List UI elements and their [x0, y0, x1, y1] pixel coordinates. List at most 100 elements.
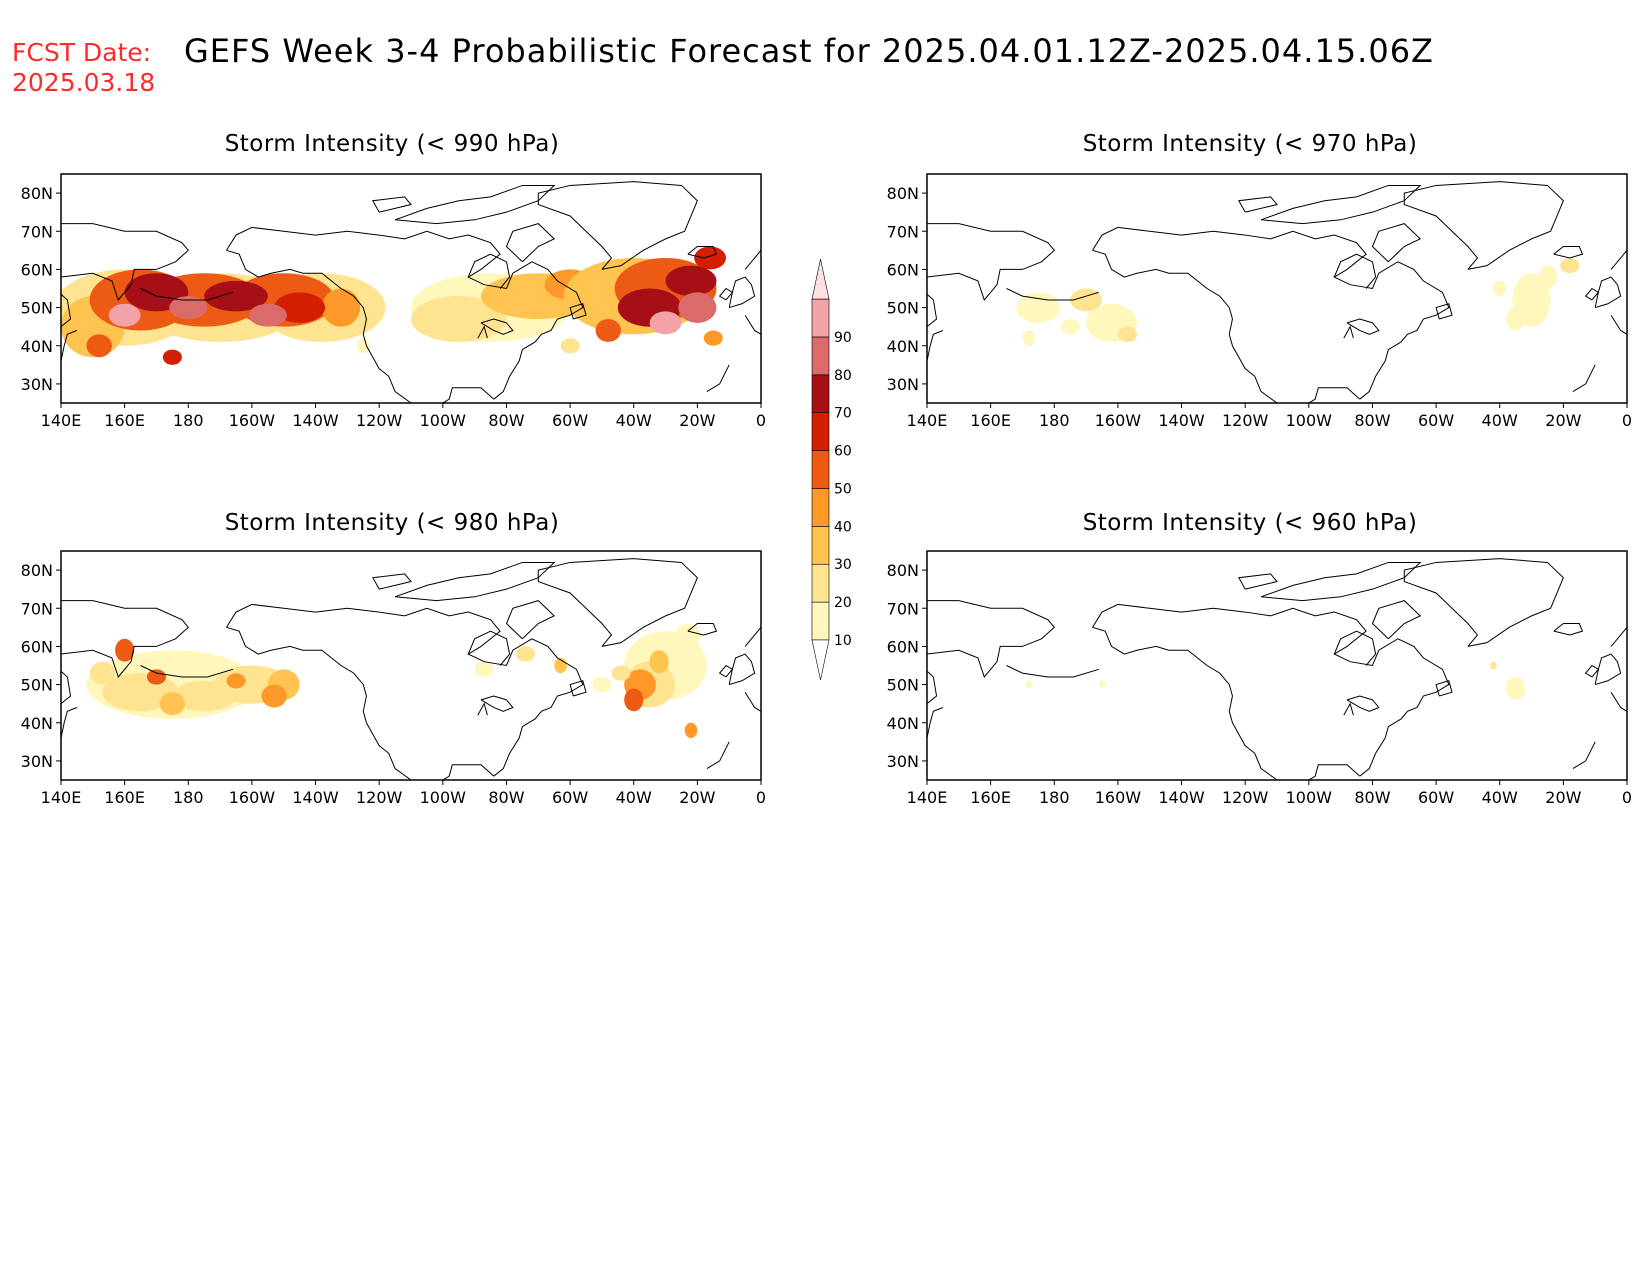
lat-label: 70N: [21, 599, 53, 618]
lat-label: 50N: [887, 676, 919, 695]
probability-cell: [204, 280, 268, 312]
probability-cell: [703, 330, 723, 346]
panel-title-980: Storm Intensity (< 980 hPa): [224, 510, 560, 536]
lon-label: 120W: [1222, 411, 1269, 430]
panel-990-frame: [60, 173, 762, 404]
probability-cell: [649, 650, 669, 674]
coastline: [477, 325, 488, 339]
coastline: [1610, 627, 1627, 647]
probability-cell: [1025, 680, 1033, 689]
colorbar-segment: [811, 412, 830, 451]
coastline: [61, 223, 189, 328]
probability-cell: [115, 638, 135, 662]
coastline: [61, 707, 78, 739]
coastline: [477, 702, 488, 716]
lon-label: 140W: [1158, 788, 1205, 807]
coastline: [927, 707, 944, 739]
lat-label: 70N: [887, 222, 919, 241]
lon-label: 160E: [970, 788, 1011, 807]
coastline: [140, 288, 233, 301]
colorbar-label: 10: [834, 633, 852, 649]
colorbar-segment: [811, 298, 830, 338]
panel-970-frame: [926, 173, 1628, 404]
coastline: [1092, 249, 1278, 403]
panel-970-probability-fill: [1016, 257, 1580, 346]
lon-label: 100W: [420, 411, 467, 430]
coastline: [537, 181, 698, 270]
colorbar-label: 20: [834, 595, 852, 611]
probability-cell: [560, 338, 580, 354]
probability-cell: [89, 661, 116, 685]
coastline: [744, 250, 761, 270]
colorbar-label: 40: [834, 519, 852, 535]
lon-label: 40W: [616, 788, 652, 807]
lon-label: 140W: [1158, 411, 1205, 430]
lat-label: 30N: [21, 375, 53, 394]
coastline: [1260, 184, 1422, 225]
probability-cell: [1016, 292, 1061, 323]
coastline: [1403, 558, 1564, 647]
coastline: [1307, 387, 1361, 403]
coastline: [537, 558, 698, 647]
coastline: [927, 223, 1055, 328]
coastline: [1092, 226, 1450, 400]
lon-label: 60W: [1418, 788, 1454, 807]
coastline: [394, 184, 556, 225]
panel-980-frame: [60, 550, 762, 781]
coastline: [226, 626, 412, 780]
lon-label: 0: [1622, 788, 1632, 807]
lon-label: 120W: [1222, 788, 1269, 807]
colorbar-label: 90: [834, 330, 852, 346]
probability-cell: [146, 669, 166, 685]
probability-cell: [1022, 330, 1036, 346]
lon-label: 60W: [1418, 411, 1454, 430]
lat-label: 60N: [21, 637, 53, 656]
probability-cell: [169, 296, 208, 320]
lat-label: 80N: [21, 561, 53, 580]
coastline: [1346, 318, 1380, 335]
lat-label: 60N: [887, 637, 919, 656]
coastline: [1553, 246, 1584, 259]
coastline: [1584, 664, 1600, 678]
coastline: [1371, 223, 1422, 263]
lon-label: 140E: [41, 411, 82, 430]
lon-label: 100W: [1286, 788, 1333, 807]
coastline: [1260, 561, 1422, 602]
lat-label: 80N: [887, 184, 919, 203]
lon-label: 100W: [1286, 411, 1333, 430]
main-title: GEFS Week 3-4 Probabilistic Forecast for…: [184, 32, 1434, 70]
colorbar-segment: [811, 526, 830, 565]
lon-label: 160E: [104, 411, 145, 430]
coastline: [61, 600, 189, 705]
coastline: [1238, 196, 1278, 213]
probability-cell: [595, 319, 621, 342]
lat-label: 40N: [887, 714, 919, 733]
probability-cell: [684, 722, 698, 739]
probability-cell: [611, 665, 631, 681]
colorbar-label: 60: [834, 444, 852, 460]
coastline: [706, 364, 730, 392]
coastline: [480, 318, 514, 335]
probability-cell: [678, 292, 717, 323]
coastline: [226, 226, 584, 400]
lon-label: 160W: [229, 411, 276, 430]
probability-cell: [162, 349, 182, 365]
probability-cell: [694, 246, 726, 270]
coastline: [1572, 364, 1596, 392]
colorbar-label: 80: [834, 368, 852, 384]
probability-cell: [1490, 661, 1497, 670]
probability-cell: [248, 303, 287, 327]
coastline: [394, 561, 556, 602]
coastline: [1238, 573, 1278, 590]
probability-cell: [1117, 326, 1138, 342]
coastline: [744, 627, 761, 647]
lon-label: 140E: [41, 788, 82, 807]
coastline: [467, 253, 511, 289]
probability-cell: [665, 265, 717, 297]
lon-label: 180: [173, 788, 204, 807]
coastline: [718, 287, 734, 301]
lon-label: 20W: [1545, 411, 1581, 430]
coastline: [1610, 691, 1627, 712]
colorbar-label: 50: [834, 481, 852, 497]
coastline: [687, 246, 718, 259]
